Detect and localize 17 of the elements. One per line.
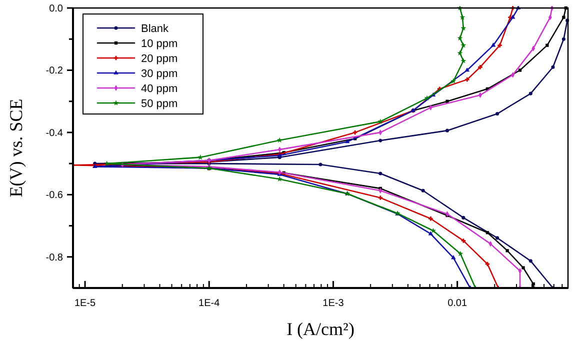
- legend-label: 20 ppm: [141, 53, 178, 65]
- y-tick-label: -0.8: [46, 252, 64, 264]
- legend-label: 10 ppm: [141, 38, 178, 50]
- x-tick-label: 1E-5: [74, 298, 96, 309]
- y-tick-label: 0.0: [49, 4, 64, 14]
- x-tick-label: 1E-4: [198, 298, 220, 309]
- y-tick-label: -0.4: [46, 128, 64, 139]
- legend-label: 40 ppm: [141, 83, 178, 95]
- x-axis-title: I (A/cm²): [286, 319, 354, 339]
- x-tick-label: 0.01: [448, 298, 468, 309]
- y-tick-label: -0.6: [46, 190, 64, 202]
- legend-label: Blank: [141, 23, 170, 35]
- y-tick-label: -0.2: [46, 66, 64, 77]
- x-tick-label: 1E-3: [322, 298, 344, 309]
- legend-label: 50 ppm: [141, 98, 178, 110]
- y-axis-title: E(V) vs. SCE: [6, 98, 26, 198]
- legend-label: 30 ppm: [141, 68, 178, 80]
